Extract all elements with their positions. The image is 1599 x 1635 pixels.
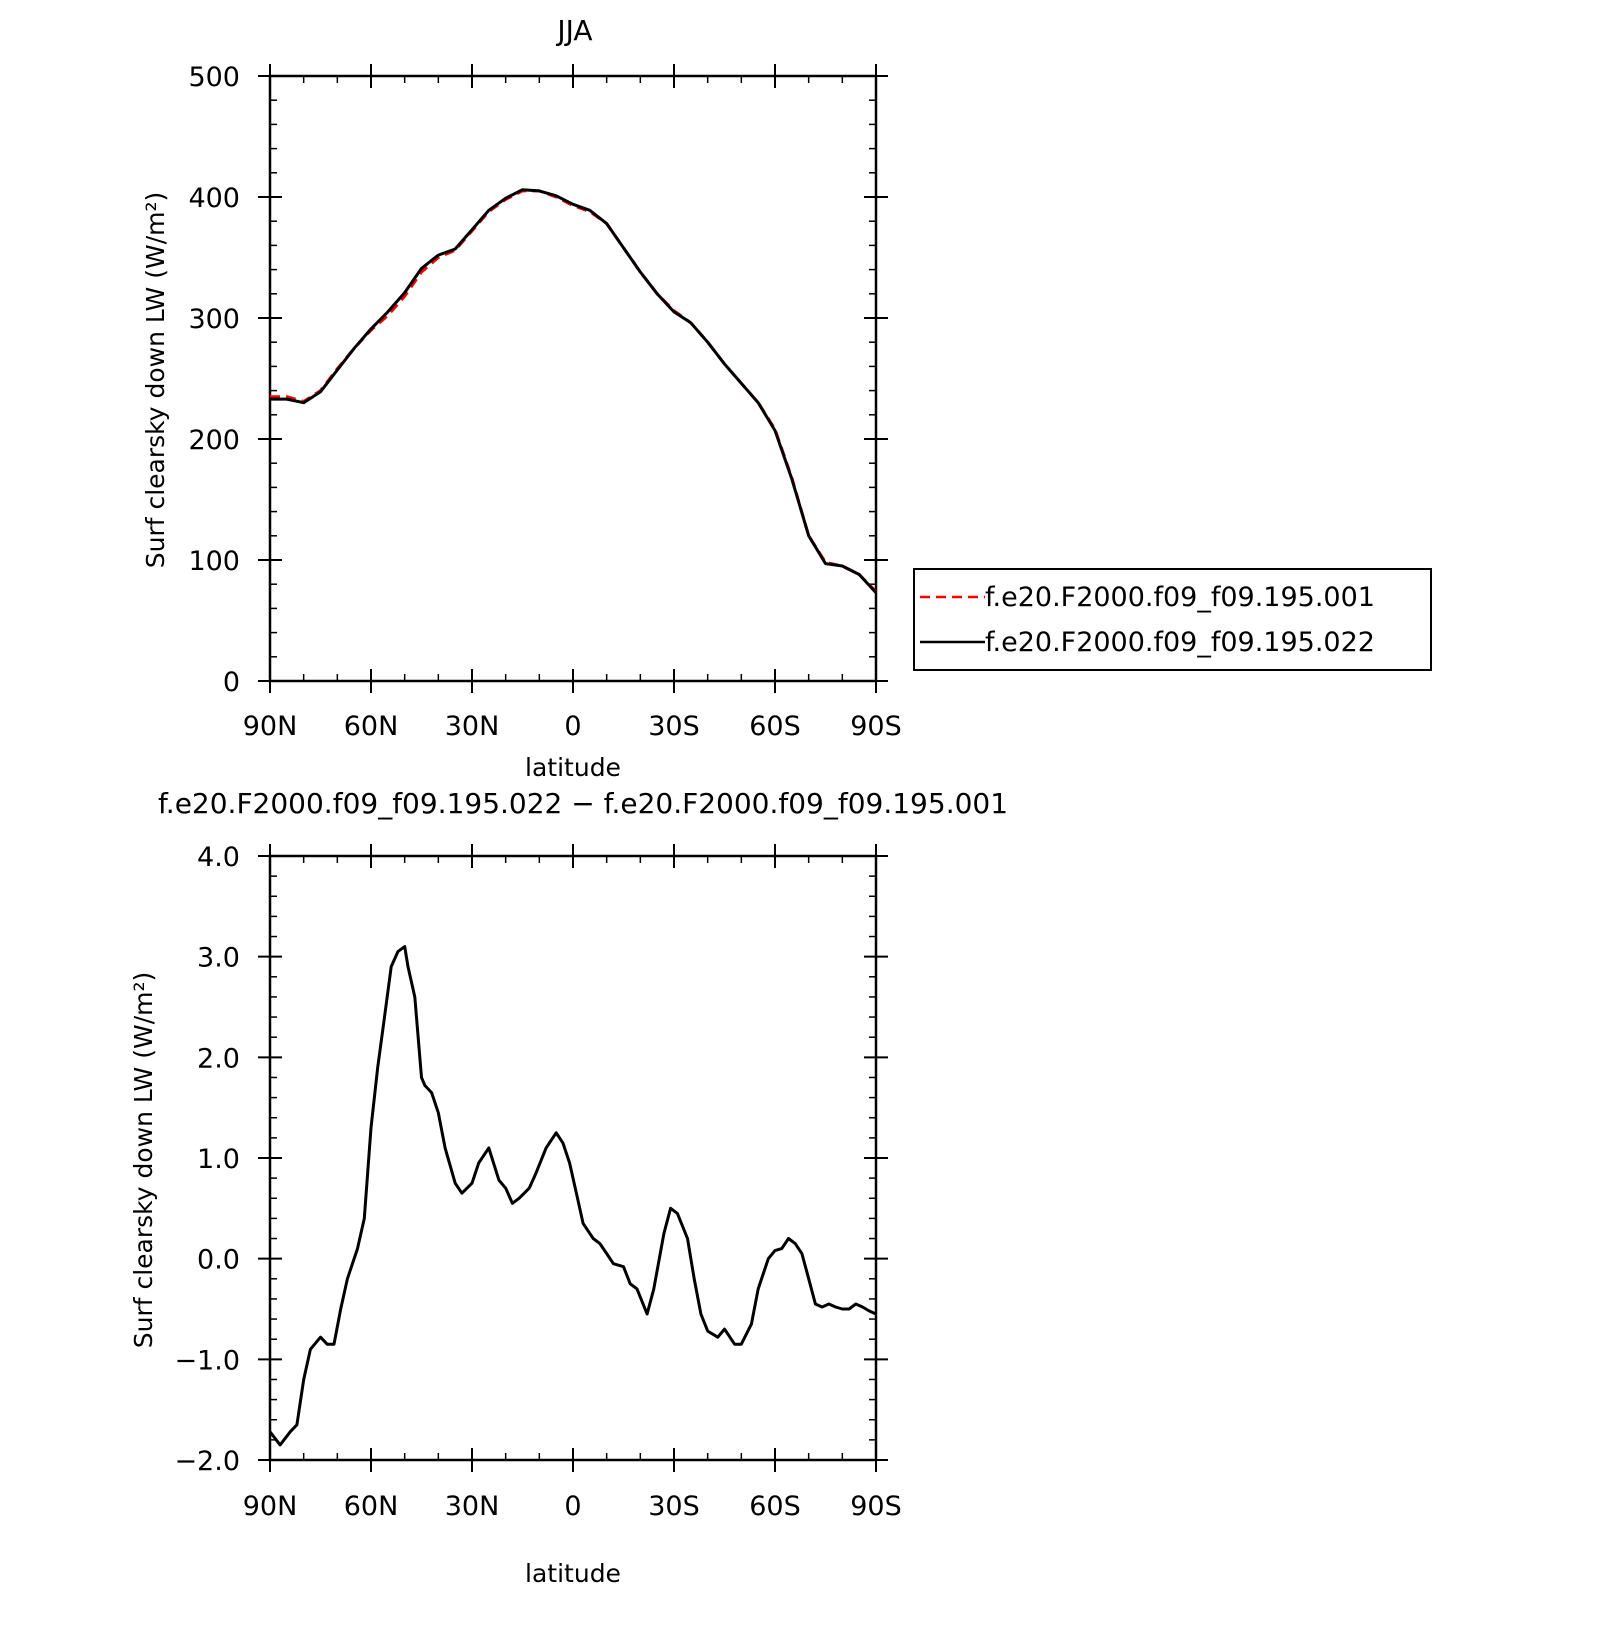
y-tick-label: 200 [188,425,240,456]
x-tick-label: 90N [243,1491,298,1522]
y-tick-label: 100 [188,546,240,577]
y-tick-label: 500 [188,62,240,93]
x-tick-label: 30S [648,711,700,742]
y-tick-label: 0 [223,667,240,698]
top-chart-ticks [258,64,888,693]
x-tick-label: 30N [445,711,500,742]
bottom-chart-x-axis-label: latitude [525,1559,621,1588]
x-tick-label: 60S [749,711,801,742]
y-tick-label: 2.0 [197,1043,240,1074]
bottom-chart-title: f.e20.F2000.f09_f09.195.022 − f.e20.F200… [158,787,1008,820]
y-tick-label: 400 [188,183,240,214]
series-line-dashed [270,189,878,593]
bottom-chart-y-tick-labels: −2.0 −1.0 0.0 1.0 2.0 3.0 4.0 [174,842,240,1477]
y-tick-label: −2.0 [174,1446,240,1477]
legend-entry-001: f.e20.F2000.f09_f09.195.001 [985,582,1375,613]
top-chart-legend: f.e20.F2000.f09_f09.195.001 f.e20.F2000.… [913,568,1432,671]
series-line-solid [270,188,878,594]
legend-entry-022: f.e20.F2000.f09_f09.195.022 [985,627,1375,658]
x-tick-label: 30N [445,1491,500,1522]
top-chart-y-tick-labels: 0 100 200 300 400 500 [188,62,240,698]
bottom-chart-y-axis-label: Surf clearsky down LW (W/m²) [129,972,158,1349]
bottom-chart-ticks [258,844,888,1472]
x-tick-label: 0 [564,1491,581,1522]
top-line-chart: JJA 0 100 200 300 400 500 90N 60N 30N 0 30S 60S 90S… [141,14,1432,782]
top-chart-series [270,188,878,594]
bottom-line-chart: f.e20.F2000.f09_f09.195.022 − f.e20.F200… [129,787,1008,1588]
legend-box [913,568,1432,671]
bottom-chart-frame [268,854,878,1462]
y-tick-label: 4.0 [197,842,240,873]
x-tick-label: 90N [243,711,298,742]
x-tick-label: 0 [564,711,581,742]
top-chart-frame [268,74,878,683]
bottom-chart-series [268,945,877,1447]
top-chart-x-tick-labels: 90N 60N 30N 0 30S 60S 90S [243,711,902,742]
y-tick-label: −1.0 [174,1345,240,1376]
bottom-chart-x-tick-labels: 90N 60N 30N 0 30S 60S 90S [243,1491,902,1522]
y-tick-label: 0.0 [197,1245,240,1276]
series-line-solid [268,945,877,1447]
y-tick-label: 300 [188,304,240,335]
x-tick-label: 30S [648,1491,700,1522]
top-chart-y-axis-label: Surf clearsky down LW (W/m²) [141,192,170,569]
x-tick-label: 60S [749,1491,801,1522]
top-chart-title: JJA [555,14,592,47]
x-tick-label: 90S [850,1491,902,1522]
x-tick-label: 60N [344,711,399,742]
y-tick-label: 3.0 [197,943,240,974]
top-chart-x-axis-label: latitude [525,753,621,782]
y-tick-label: 1.0 [197,1144,240,1175]
x-tick-label: 90S [850,711,902,742]
x-tick-label: 60N [344,1491,399,1522]
